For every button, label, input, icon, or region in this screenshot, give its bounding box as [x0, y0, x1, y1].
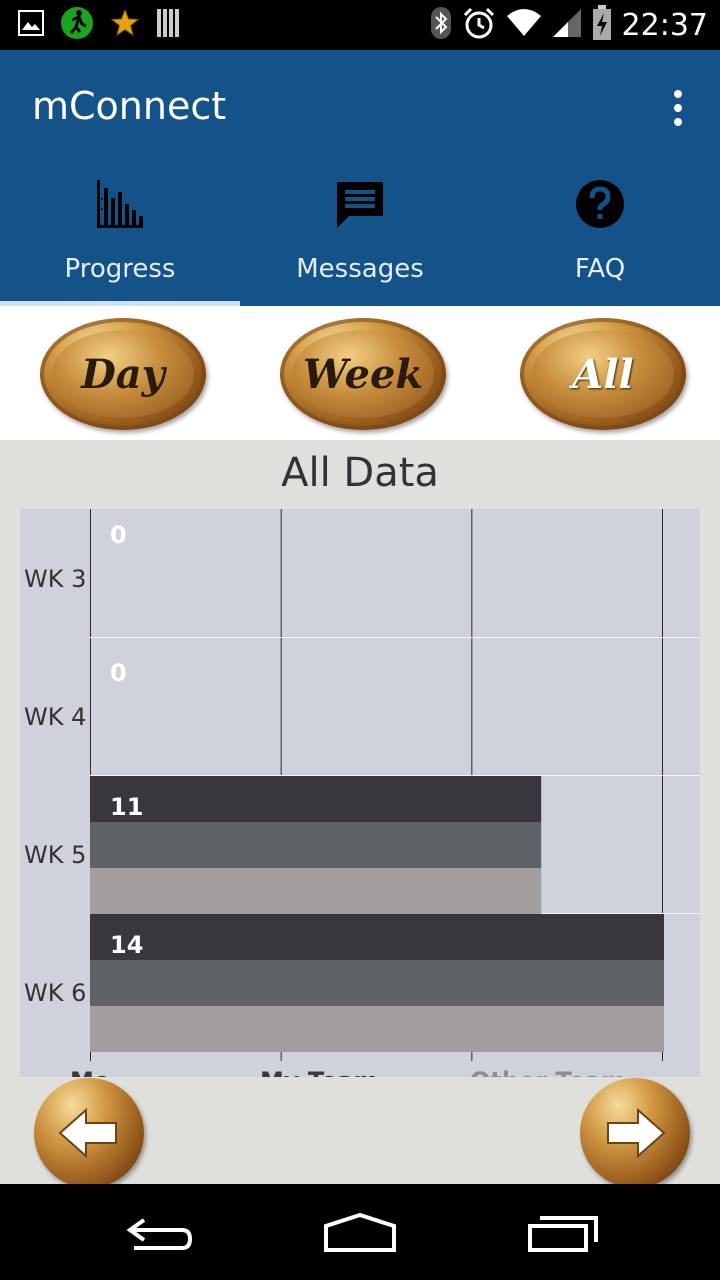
message-icon — [335, 178, 385, 230]
all-button[interactable]: All — [520, 318, 686, 430]
bar-other-team — [90, 1006, 664, 1052]
tab-progress[interactable]: Progress — [0, 170, 240, 306]
tab-messages-label: Messages — [296, 254, 424, 284]
value-label: 0 — [110, 659, 127, 687]
bar-me — [90, 914, 664, 960]
all-button-label: All — [572, 350, 634, 398]
category-label: WK 6 — [24, 979, 86, 1007]
tab-faq-label: FAQ — [574, 254, 626, 284]
system-navigation-bar — [0, 1184, 720, 1280]
alarm-icon — [462, 6, 496, 44]
help-icon — [575, 178, 625, 230]
app-title: mConnect — [32, 84, 227, 128]
day-button[interactable]: Day — [40, 318, 206, 430]
category-label: WK 3 — [24, 565, 86, 593]
overflow-menu-icon[interactable] — [672, 88, 684, 128]
back-icon[interactable] — [124, 1214, 196, 1254]
value-label: 0 — [110, 521, 127, 549]
bar-chart-icon — [95, 178, 145, 230]
wifi-icon — [506, 8, 542, 42]
week-button-label: Week — [302, 350, 424, 398]
status-bar: 22:37 — [0, 0, 720, 50]
category-label: WK 5 — [24, 841, 86, 869]
bar-chart: WK 3 0 WK 4 0 WK 5 11 WK 6 14 Me My Team Other Tea… — [20, 509, 700, 1077]
arrow-left-icon — [58, 1107, 117, 1159]
chart-title: All Data — [281, 450, 439, 496]
bar-my-team — [90, 960, 664, 1006]
tab-progress-label: Progress — [64, 254, 176, 284]
legend-label: Me — [70, 1067, 110, 1077]
bar-other-team — [90, 868, 542, 914]
image-icon — [18, 10, 44, 40]
bar-my-team — [90, 822, 542, 868]
value-label: 11 — [110, 793, 143, 821]
arrow-right-icon — [607, 1107, 666, 1159]
tab-faq[interactable]: FAQ — [480, 170, 720, 306]
home-icon[interactable] — [322, 1212, 398, 1254]
app-bar: mConnect Progress Messages — [0, 50, 720, 306]
previous-button[interactable] — [34, 1078, 144, 1188]
tab-selected-indicator — [0, 301, 240, 306]
legend-label: My Team — [260, 1067, 379, 1077]
runner-app-icon — [60, 6, 94, 44]
battery-charging-icon — [592, 5, 612, 45]
signal-icon — [552, 8, 582, 42]
value-label: 14 — [110, 931, 143, 959]
bar-me — [90, 776, 542, 822]
range-selector: Day Week All — [0, 306, 720, 440]
legend-label: Other Team — [470, 1067, 626, 1077]
star-icon — [110, 8, 140, 42]
recents-icon[interactable] — [526, 1214, 600, 1254]
week-button[interactable]: Week — [280, 318, 446, 430]
category-label: WK 4 — [24, 703, 86, 731]
day-button-label: Day — [81, 350, 165, 398]
bluetooth-icon — [430, 6, 452, 44]
next-button[interactable] — [580, 1078, 690, 1188]
barcode-icon — [156, 8, 182, 42]
tab-messages[interactable]: Messages — [240, 170, 480, 306]
chart-svg: WK 3 0 WK 4 0 WK 5 11 WK 6 14 Me My Team Other Tea… — [24, 509, 700, 1077]
status-time: 22:37 — [621, 7, 708, 43]
